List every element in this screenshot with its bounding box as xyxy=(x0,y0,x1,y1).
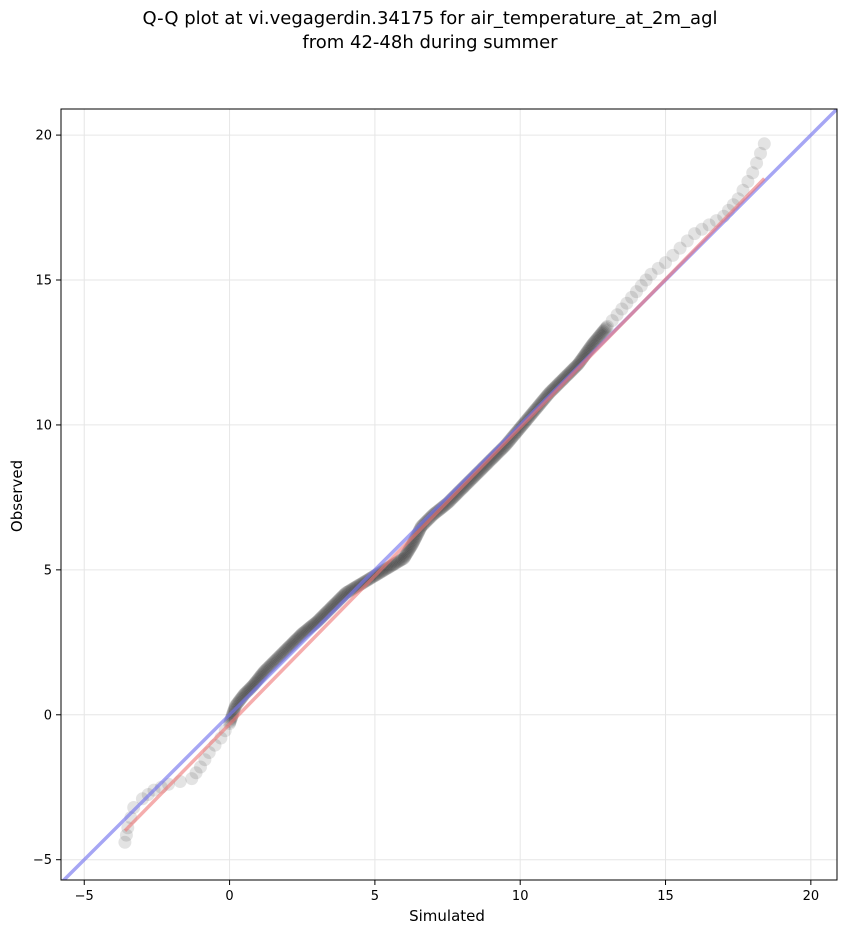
qq-point xyxy=(673,241,687,255)
plot-area xyxy=(61,109,837,880)
qq-point xyxy=(228,699,242,713)
y-tick-label: 5 xyxy=(44,563,52,578)
qq-point xyxy=(198,753,212,767)
qq-point xyxy=(625,290,639,304)
qq-point xyxy=(598,322,612,336)
y-axis-label: Observed xyxy=(8,460,26,532)
qq-point xyxy=(596,324,610,338)
x-tick-label: 15 xyxy=(657,889,674,904)
qq-point xyxy=(599,321,613,335)
qq-point xyxy=(345,582,359,596)
qq-point xyxy=(360,573,374,587)
qq-point xyxy=(185,772,199,786)
qq-point xyxy=(119,828,133,842)
chart-title-line1: Q-Q plot at vi.vegagerdin.34175 for air_… xyxy=(143,8,718,29)
qq-point xyxy=(757,137,771,151)
qq-point xyxy=(394,553,408,567)
qq-point xyxy=(344,583,358,597)
qq-point xyxy=(400,546,414,560)
qq-point xyxy=(754,146,767,160)
qq-point xyxy=(736,183,750,197)
x-tick-label: 5 xyxy=(371,889,379,904)
qq-point xyxy=(593,328,607,342)
qq-point xyxy=(688,227,702,241)
qq-point xyxy=(666,248,680,262)
qq-point xyxy=(620,296,634,310)
qq-point xyxy=(746,166,760,180)
qq-point xyxy=(402,543,416,557)
x-tick-label: 20 xyxy=(803,889,820,904)
qq-point xyxy=(392,554,406,568)
qq-point xyxy=(135,792,149,806)
qq-point xyxy=(595,326,609,340)
x-tick-label: −5 xyxy=(75,889,94,904)
qq-point xyxy=(189,766,203,780)
qq-point xyxy=(610,308,624,322)
y-tick-label: 15 xyxy=(35,274,52,289)
qq-point xyxy=(605,314,619,328)
fit-line xyxy=(123,177,766,832)
y-tick-label: 10 xyxy=(35,418,52,433)
qq-point xyxy=(399,547,413,561)
qq-point xyxy=(644,267,658,281)
qq-point xyxy=(127,801,141,814)
y-tick-label: 0 xyxy=(44,708,52,723)
qq-point xyxy=(680,234,694,248)
qq-point xyxy=(398,550,412,564)
qq-point xyxy=(600,319,614,333)
y-tick-label: −5 xyxy=(33,853,52,868)
x-tick-label: 10 xyxy=(512,889,529,904)
y-axis-ticks: −5 0 5 10 15 20 xyxy=(33,129,61,868)
qq-point xyxy=(702,218,716,232)
qq-point xyxy=(615,302,629,316)
qq-point xyxy=(397,551,411,565)
qq-point xyxy=(230,697,244,710)
qq-point xyxy=(390,555,404,569)
x-tick-label: 0 xyxy=(225,889,233,904)
qq-point xyxy=(750,156,764,170)
y-tick-label: 20 xyxy=(35,129,52,144)
qq-point xyxy=(377,563,391,577)
qq-point xyxy=(361,573,375,587)
qq-point xyxy=(229,698,243,712)
gridlines xyxy=(61,109,837,880)
qq-point xyxy=(597,323,611,337)
plot-frame xyxy=(60,108,838,881)
qq-point xyxy=(590,332,604,346)
qq-point xyxy=(231,695,245,709)
qq-point xyxy=(594,327,608,341)
qq-points xyxy=(118,137,771,849)
qq-point xyxy=(589,333,603,347)
qq-point xyxy=(592,329,606,343)
qq-point xyxy=(630,285,643,299)
x-axis-ticks: −5 0 5 10 15 20 xyxy=(75,880,819,904)
qq-point xyxy=(651,261,665,275)
qq-point xyxy=(591,331,605,345)
qq-point xyxy=(639,273,653,287)
qq-point xyxy=(695,222,709,236)
qq-point xyxy=(741,175,755,188)
qq-point xyxy=(399,549,412,563)
qq-point xyxy=(659,256,672,270)
qq-point xyxy=(194,760,207,774)
qq-point xyxy=(396,552,410,566)
x-axis-label: Simulated xyxy=(409,907,485,925)
qq-point xyxy=(588,334,602,348)
qq-point xyxy=(393,554,407,568)
qq-point xyxy=(118,835,132,849)
qq-point xyxy=(401,545,415,559)
qq-point xyxy=(634,279,648,293)
chart-title-line2: from 42-48h during summer xyxy=(302,32,558,53)
